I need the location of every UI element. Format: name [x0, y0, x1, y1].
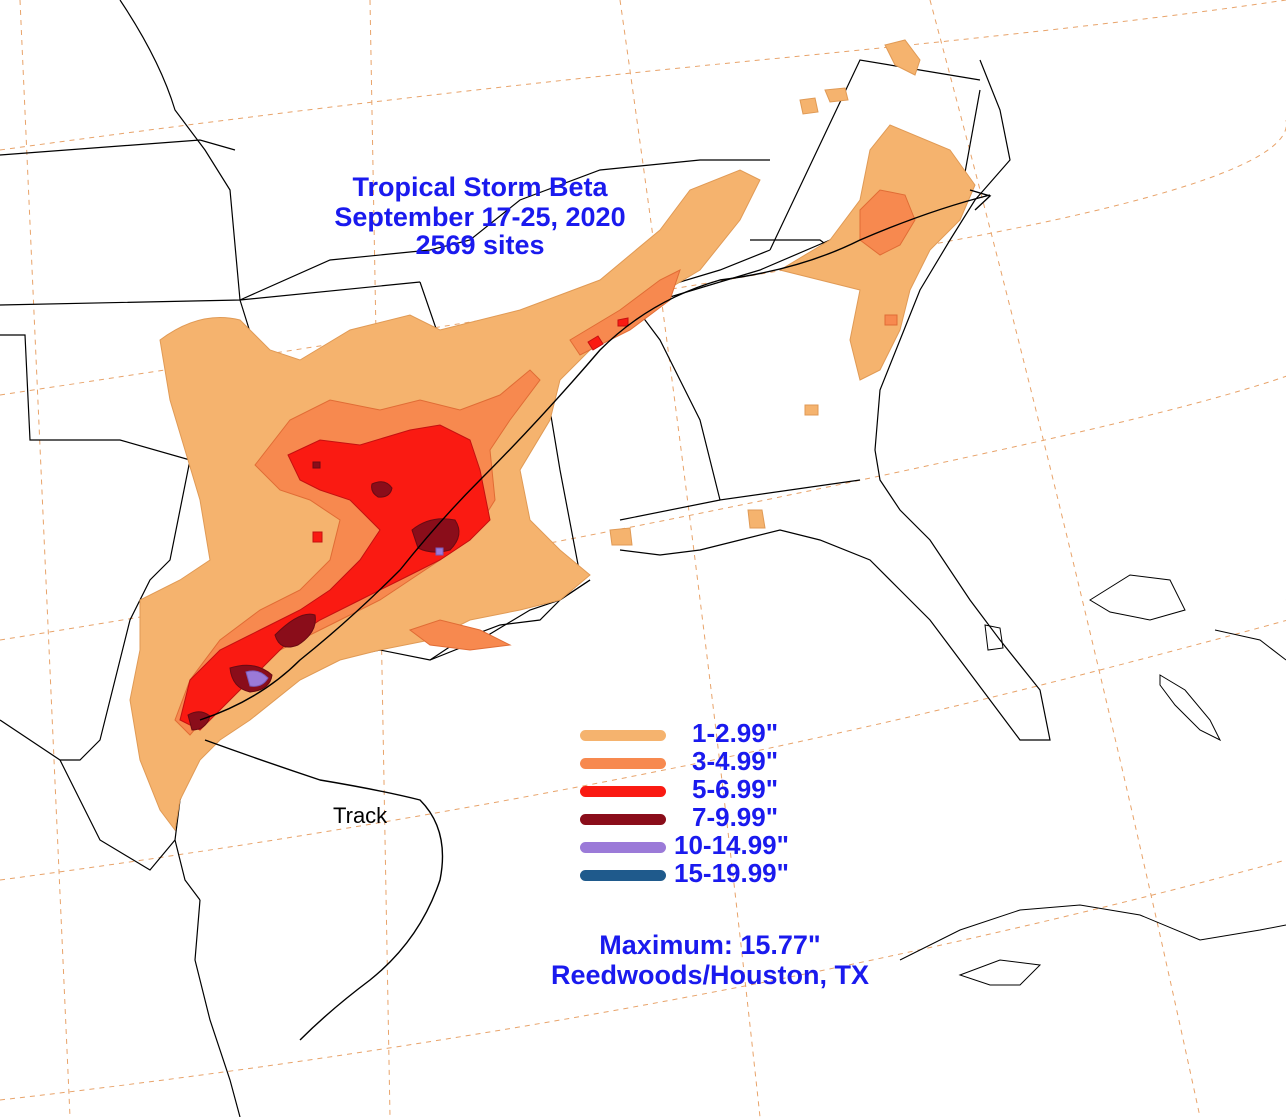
legend-swatch-4	[580, 814, 666, 825]
legend-swatch-3	[580, 786, 666, 797]
legend-swatch-1	[580, 730, 666, 741]
rainfall-1-to-3	[129, 39, 976, 832]
legend-swatch-5	[580, 842, 666, 853]
rainfall-10-to-15	[245, 547, 444, 687]
legend-swatch-2	[580, 758, 666, 769]
islands	[899, 574, 1286, 986]
legend-label-6: 15-19.99"	[674, 858, 789, 888]
maximum-location: Reedwoods/Houston, TX	[550, 960, 869, 990]
title-line-2: September 17-25, 2020	[334, 202, 626, 232]
legend-label-1: 1-2.99"	[692, 718, 779, 748]
track-label: Track	[333, 803, 388, 828]
legend-label-5: 10-14.99"	[674, 830, 789, 860]
rainfall-7-to-10	[187, 461, 460, 731]
legend-swatch-6	[580, 870, 666, 881]
legend-label-4: 7-9.99"	[692, 802, 779, 832]
legend-label-3: 5-6.99"	[692, 774, 779, 804]
storm-track	[199, 189, 992, 1041]
title-line-3: 2569 sites	[415, 230, 545, 260]
title-line-1: Tropical Storm Beta	[352, 172, 608, 202]
maximum-value: Maximum: 15.77"	[599, 930, 821, 960]
legend-label-2: 3-4.99"	[692, 746, 779, 776]
